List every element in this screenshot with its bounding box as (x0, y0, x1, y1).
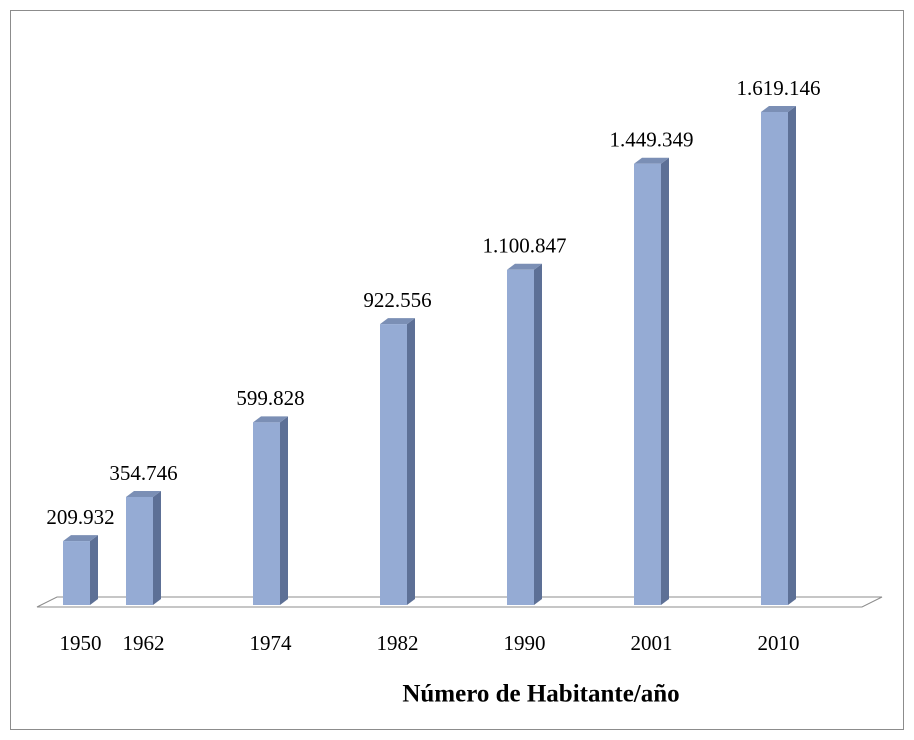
bar (380, 324, 407, 605)
bar-top (126, 490, 161, 497)
bar-side (407, 318, 415, 605)
bar (507, 269, 534, 605)
x-tick-label: 1982 (377, 631, 419, 655)
data-label: 354.746 (109, 461, 177, 485)
bar-side (153, 490, 161, 605)
data-label: 1.449.349 (610, 128, 694, 152)
bar-top (761, 106, 796, 112)
bar-top (63, 535, 98, 542)
bar-top (253, 416, 288, 423)
bar-side (280, 416, 288, 605)
frame (10, 10, 904, 730)
bar (253, 422, 280, 605)
bar (126, 496, 153, 605)
x-axis-title: Número de Habitante/año (402, 681, 679, 708)
bar (761, 112, 788, 605)
data-label: 922.556 (363, 288, 431, 312)
bar-side (90, 535, 98, 605)
data-label: 1.619.146 (737, 76, 821, 100)
bar-top (634, 157, 669, 164)
bar-side (788, 106, 796, 605)
floor (36, 596, 883, 608)
data-label: 599.828 (236, 386, 304, 410)
x-tick-label: 2001 (631, 631, 673, 655)
x-tick-label: 1950 (60, 631, 102, 655)
data-label: 1.100.847 (483, 234, 567, 258)
bar-top (507, 263, 542, 270)
x-tick-label: 1990 (504, 631, 546, 655)
bar-top (380, 318, 415, 325)
bar-side (661, 157, 669, 605)
bar (63, 541, 90, 605)
data-label: 209.932 (46, 505, 114, 529)
x-tick-label: 1962 (123, 631, 165, 655)
bar-side (534, 263, 542, 605)
bar (634, 163, 661, 605)
x-tick-label: 2010 (758, 631, 800, 655)
x-tick-label: 1974 (250, 631, 293, 655)
